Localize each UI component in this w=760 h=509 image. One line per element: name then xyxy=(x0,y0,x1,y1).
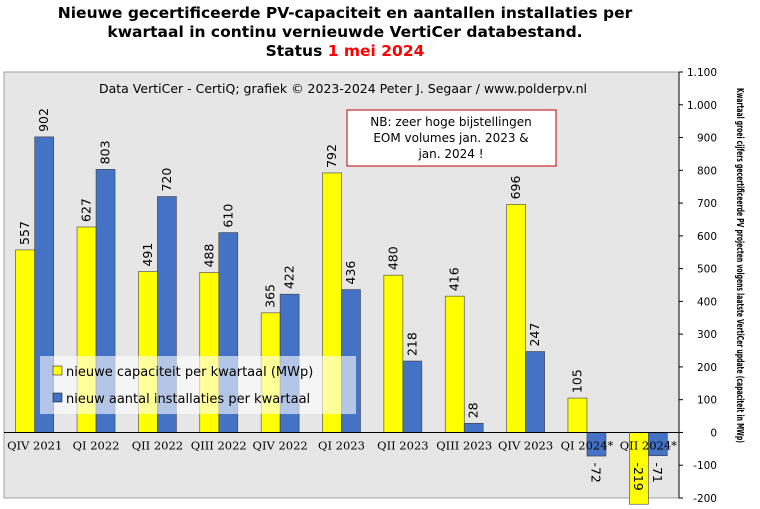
legend: nieuwe capaciteit per kwartaal (MWp) nie… xyxy=(40,356,356,414)
data-label-capacity-7: 416 xyxy=(447,267,462,291)
bar-installations-7 xyxy=(463,422,484,433)
data-label-installations-3: 610 xyxy=(220,204,235,228)
status-date: 1 mei 2024 xyxy=(327,42,425,60)
data-label-capacity-5: 792 xyxy=(324,144,339,168)
y-tick-label-9: 200 xyxy=(697,362,717,374)
bar-installations-6 xyxy=(402,360,423,433)
bar-capacity-0 xyxy=(15,249,35,433)
data-label-capacity-8: 696 xyxy=(508,175,523,199)
y-tick-label-5: 600 xyxy=(697,231,717,243)
bar-installations-8 xyxy=(525,351,545,433)
data-label-capacity-6: 480 xyxy=(385,246,400,270)
y-tick-label-8: 300 xyxy=(697,329,717,341)
status-label: Status xyxy=(265,42,323,60)
y-tick-label-3: 800 xyxy=(697,165,717,177)
bar-capacity-8 xyxy=(506,204,526,433)
note-line-1: NB: zeer hoge bijstellingen xyxy=(370,115,531,129)
note-box: NB: zeer hoge bijstellingen EOM volumes … xyxy=(346,109,557,167)
data-label-installations-7: 28 xyxy=(466,402,481,418)
legend-label-installations: nieuw aantal installaties per kwartaal xyxy=(66,392,310,407)
title-line-1: Nieuwe gecertificeerde PV-capaciteit en … xyxy=(57,4,633,22)
y-tick-label-12: -100 xyxy=(693,460,717,472)
note-line-2: EOM volumes jan. 2023 & xyxy=(373,131,528,145)
y-tick-label-10: 100 xyxy=(697,395,717,407)
data-label-installations-8: 247 xyxy=(527,323,542,347)
x-tick-label-10: QII 2024* xyxy=(620,438,677,452)
bar-capacity-9 xyxy=(567,397,588,433)
data-label-installations-0: 902 xyxy=(36,108,51,132)
y-tick-label-2: 900 xyxy=(697,133,717,145)
y-tick-label-11: 0 xyxy=(710,427,717,439)
data-label-capacity-10: -219 xyxy=(631,462,646,490)
chart-title: Nieuwe gecertificeerde PV-capaciteit en … xyxy=(0,4,690,61)
x-tick-label-0: QIV 2021 xyxy=(7,438,62,452)
data-label-installations-6: 218 xyxy=(404,332,419,356)
title-line-2: kwartaal in continu vernieuwde VertiCer … xyxy=(107,23,583,41)
y-tick-label-6: 500 xyxy=(697,264,717,276)
x-tick-label-2: QII 2022 xyxy=(132,438,183,452)
y-axis-title: Kwartaal groei cijfers gecertificeerde P… xyxy=(734,88,745,443)
x-tick-label-3: QIII 2022 xyxy=(191,438,247,452)
x-tick-label-5: QI 2023 xyxy=(318,438,365,452)
data-label-capacity-3: 488 xyxy=(201,244,216,268)
note-line-3: jan. 2024 ! xyxy=(417,147,483,161)
legend-label-capacity: nieuwe capaciteit per kwartaal (MWp) xyxy=(66,365,313,380)
legend-swatch-installations xyxy=(52,392,63,403)
data-label-installations-2: 720 xyxy=(159,168,174,192)
y-axis: 1.100 1.000 900 800 700 600 500 400 300 200 100 0 -1… xyxy=(679,67,717,505)
data-label-capacity-1: 627 xyxy=(79,198,94,222)
data-label-installations-9: -72 xyxy=(588,462,603,482)
y-tick-label-7: 400 xyxy=(697,296,717,308)
legend-swatch-capacity xyxy=(52,365,63,376)
data-label-capacity-0: 557 xyxy=(17,221,32,245)
y-tick-label-13: -200 xyxy=(693,493,717,505)
x-tick-label-6: QII 2023 xyxy=(377,438,428,452)
x-axis: QIV 2021 QI 2022 QII 2022 QIII 2022 QIV 2022… xyxy=(4,431,679,452)
bar-capacity-7 xyxy=(444,295,465,433)
x-tick-label-4: QIV 2022 xyxy=(253,438,308,452)
legend-background xyxy=(40,356,356,414)
data-label-capacity-4: 365 xyxy=(263,284,278,308)
y-tick-label-4: 700 xyxy=(697,198,717,210)
title-status: Status 1 mei 2024 xyxy=(0,42,690,61)
credit-text: Data VertiCer - CertiQ; grafiek © 2023-2… xyxy=(99,81,587,96)
y-tick-label-0: 1.100 xyxy=(687,67,717,79)
data-label-installations-1: 803 xyxy=(98,140,113,164)
x-tick-label-7: QIII 2023 xyxy=(436,438,492,452)
x-tick-label-1: QI 2022 xyxy=(73,438,120,452)
x-tick-label-9: QI 2024* xyxy=(561,438,614,452)
data-label-installations-10: -71 xyxy=(650,462,665,482)
y-tick-label-1: 1.000 xyxy=(687,100,717,112)
data-label-capacity-2: 491 xyxy=(140,243,155,267)
data-label-installations-4: 422 xyxy=(282,265,297,289)
data-label-capacity-9: 105 xyxy=(569,369,584,393)
x-tick-label-8: QIV 2023 xyxy=(498,438,553,452)
bar-capacity-6 xyxy=(383,274,404,433)
data-label-installations-5: 436 xyxy=(343,261,358,285)
